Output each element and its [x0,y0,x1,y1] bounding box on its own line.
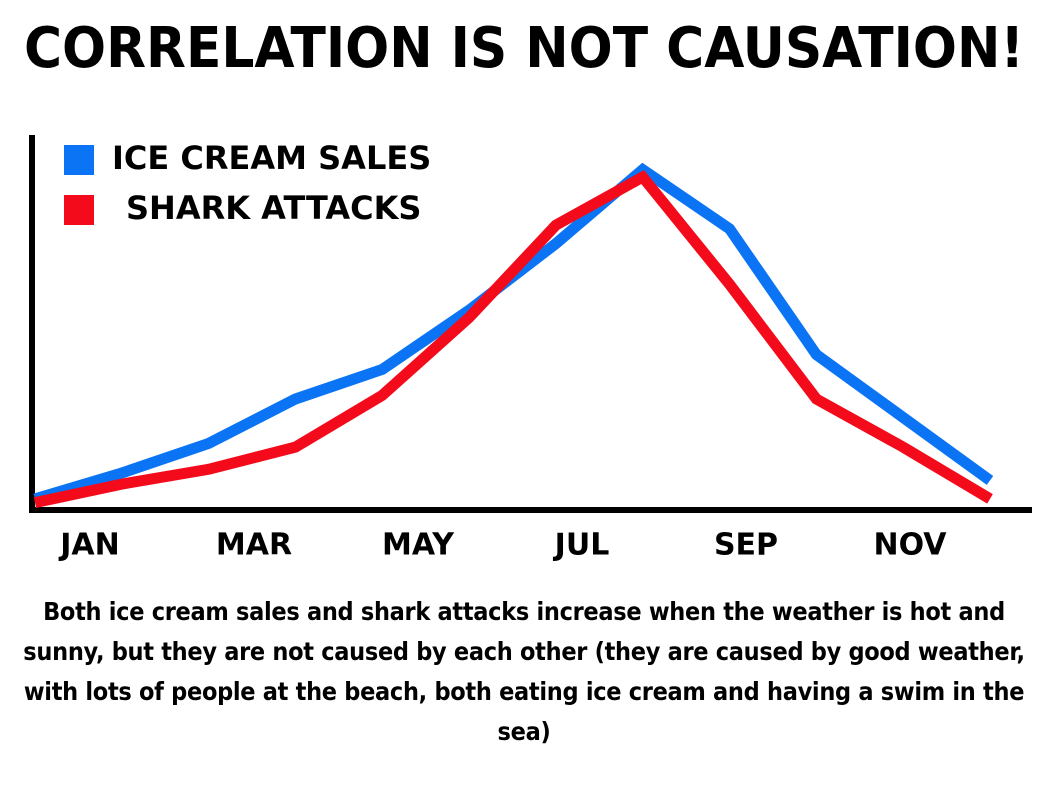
legend-label: SHARK ATTACKS [126,189,421,227]
x-tick-label: NOV [873,528,947,563]
chart-title: CORRELATION IS NOT CAUSATION! [24,16,1024,81]
series-line [33,169,993,508]
x-tick-label: MAY [382,528,455,563]
chart: CORRELATION IS NOT CAUSATION! JAN MAR MAY J… [24,16,1032,563]
x-tick-label: JUL [553,528,610,563]
legend-swatch [64,195,94,225]
x-tick-label: MAR [216,528,292,563]
x-tick-label: SEP [714,528,778,563]
legend-swatch [64,145,94,175]
legend-label: ICE CREAM SALES [112,139,431,177]
x-tick-label: JAN [58,528,120,563]
caption: Both ice cream sales and shark attacks i… [23,597,1025,746]
